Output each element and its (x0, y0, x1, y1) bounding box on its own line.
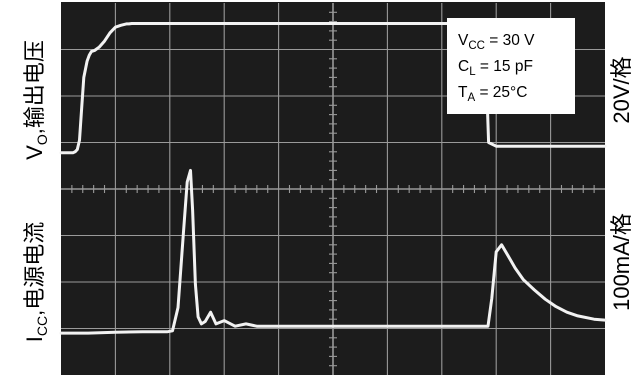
condition-vcc: VCC = 30 V (458, 32, 535, 52)
left-label-voltage: VO,输出电压 (22, 40, 50, 160)
conditions-box (447, 18, 575, 114)
condition-ta: TA = 25°C (458, 84, 527, 104)
right-label-voltage-scale: 20V/格 (609, 56, 634, 123)
left-label-current: ICC,电源电流 (22, 222, 50, 342)
current-trace (59, 168, 607, 335)
condition-cl: CL = 15 pF (458, 58, 533, 78)
right-label-current-scale: 100mA/格 (609, 213, 634, 311)
